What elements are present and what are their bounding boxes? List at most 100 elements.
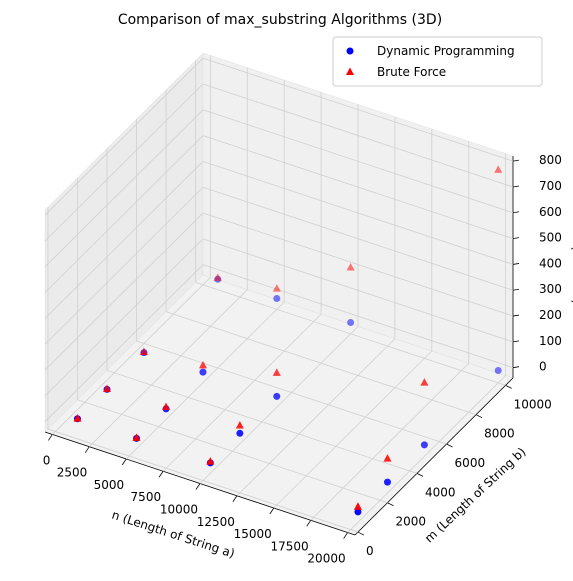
point (206, 457, 215, 465)
grid-line (273, 350, 433, 509)
z-tick (512, 366, 520, 369)
x-tick-label: 15000 (234, 527, 272, 541)
point (199, 368, 207, 376)
grid-line (44, 186, 204, 345)
z-tick-label: 500 (539, 231, 562, 245)
grid-line (89, 289, 248, 447)
grid-line (202, 161, 514, 265)
z-tick-label: 200 (539, 308, 562, 322)
x-tick-label: 2500 (57, 466, 88, 480)
grid-line (202, 212, 514, 317)
legend-marker (346, 67, 354, 75)
point (103, 384, 112, 393)
grid-line (195, 281, 506, 386)
legend-label: Brute Force (377, 65, 446, 79)
x-tick-label: 0 (43, 453, 51, 467)
grid-line (77, 399, 388, 504)
z-tick (512, 185, 520, 188)
grid-line (202, 264, 514, 369)
y-tick (446, 443, 453, 448)
grid: 0250050007500100001250015000175002000002… (43, 55, 562, 566)
x-tick-label: 10000 (160, 503, 198, 517)
grid-line (236, 338, 396, 497)
legend-label: Dynamic Programming (377, 44, 515, 58)
z-tick (512, 159, 520, 162)
grid-line (44, 238, 204, 397)
z-tick-label: 300 (539, 282, 562, 296)
x-tick (195, 483, 201, 490)
point (420, 441, 428, 449)
z-tick (512, 237, 520, 239)
grid-line (125, 301, 285, 460)
x-tick-label: 12500 (197, 515, 235, 529)
y-tick-label: 0 (366, 544, 374, 558)
x-tick-label: 5000 (94, 478, 125, 492)
grid-line (199, 326, 359, 484)
point (494, 366, 502, 374)
grid-line (162, 313, 322, 472)
grid-line (44, 264, 204, 422)
grid-line (310, 363, 469, 521)
point (132, 433, 141, 441)
y-tick (416, 473, 424, 477)
point (235, 421, 244, 429)
grid-line (52, 277, 211, 435)
legend: Dynamic Programming Brute Force (332, 36, 543, 87)
grid-line (347, 375, 506, 533)
y-tick (357, 531, 365, 536)
grid-line (202, 238, 514, 343)
z-axis-label: Runtime (seconds) (570, 192, 573, 304)
legend-marker (346, 47, 354, 55)
z-tick (512, 314, 520, 317)
panes (44, 52, 514, 536)
x-tick (269, 507, 275, 515)
x-tick (121, 458, 127, 466)
grid-line (44, 109, 204, 268)
y-tick-label: 8000 (484, 427, 515, 441)
point (494, 165, 503, 173)
grid-line (136, 340, 447, 445)
x-tick-label: 7500 (131, 490, 162, 504)
point (272, 368, 281, 376)
point (354, 508, 362, 516)
grid-line (202, 57, 514, 162)
y-tick-label: 6000 (455, 456, 486, 470)
y-tick (505, 384, 512, 389)
point (162, 402, 171, 410)
x-tick (306, 520, 312, 527)
point (383, 454, 392, 462)
x-tick-label: 17500 (271, 539, 309, 553)
point (346, 262, 355, 271)
grid-line (44, 212, 204, 371)
grid-line (44, 57, 204, 216)
point (139, 347, 148, 355)
z-tick-label: 400 (539, 256, 562, 270)
y-tick (387, 502, 394, 507)
point (347, 318, 355, 326)
x-tick-label: 20000 (307, 552, 345, 566)
y-tick-label: 10000 (514, 397, 552, 411)
z-tick-label: 600 (539, 205, 562, 219)
grid-line (202, 186, 514, 291)
z-tick-label: 100 (539, 334, 562, 348)
grid-line (202, 135, 514, 239)
x-tick (158, 471, 164, 478)
x-tick (84, 446, 90, 453)
legend-box (332, 36, 543, 87)
grid-line (106, 369, 418, 474)
z-tick (512, 211, 520, 214)
point (198, 360, 207, 369)
grid-line (44, 161, 204, 319)
y-axis-line (354, 377, 514, 536)
point (73, 414, 82, 422)
chart-title: Comparison of max_substring Algorithms (… (118, 12, 442, 28)
grid-line (44, 83, 204, 242)
point (236, 429, 244, 437)
point (420, 378, 429, 386)
y-tick-label: 2000 (395, 515, 426, 529)
y-tick (475, 414, 483, 419)
grid-line (165, 311, 477, 416)
point (213, 273, 222, 281)
z-tick-label: 700 (539, 179, 562, 193)
